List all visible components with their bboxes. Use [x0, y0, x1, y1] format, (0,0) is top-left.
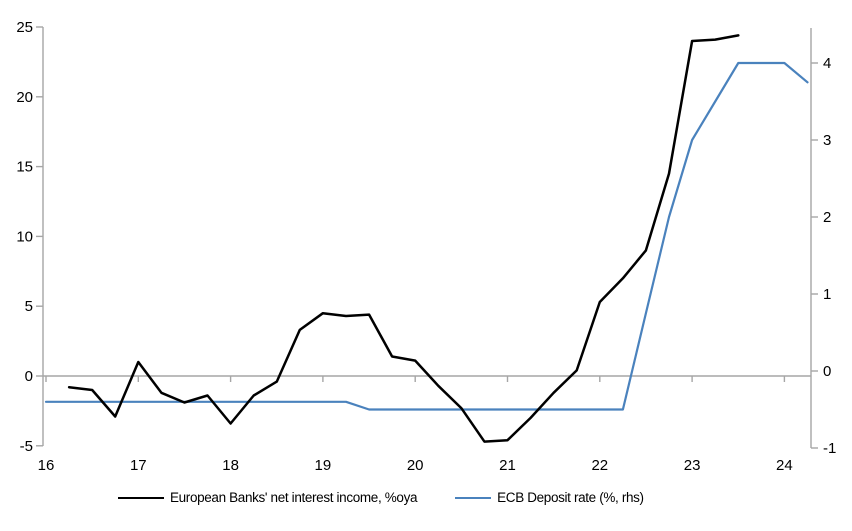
left-axis-tick-label: 0 [25, 368, 33, 385]
series-line-ecb-deposit-rate [44, 61, 809, 411]
left-axis-tick-label: -5 [20, 438, 33, 455]
legend-item-ecb: ECB Deposit rate (%, rhs) [455, 490, 644, 505]
right-axis-tick-label: 0 [823, 363, 831, 380]
x-axis-tick-label: 20 [407, 457, 424, 474]
left-axis-tick-label: 10 [16, 228, 33, 245]
legend-label-ecb: ECB Deposit rate (%, rhs) [497, 490, 644, 505]
right-axis-tick-label: 1 [823, 286, 831, 303]
right-axis-tick-label: 3 [823, 132, 831, 149]
right-axis-tick-label: 4 [823, 55, 831, 72]
left-axis-tick-label: 15 [16, 159, 33, 176]
x-axis-tick-label: 23 [684, 457, 701, 474]
legend-item-nii: European Banks' net interest income, %oy… [118, 490, 417, 505]
left-axis-tick-label: 25 [16, 19, 33, 36]
left-axis-tick-label: 5 [25, 298, 33, 315]
x-axis-tick-label: 21 [499, 457, 516, 474]
x-axis-tick-label: 22 [591, 457, 608, 474]
x-axis-tick-label: 17 [130, 457, 147, 474]
right-axis-tick-label: -1 [823, 440, 836, 457]
legend-label-nii: European Banks' net interest income, %oy… [170, 490, 418, 505]
chart-legend: European Banks' net interest income, %oy… [118, 490, 644, 505]
x-axis-tick-label: 18 [222, 457, 239, 474]
legend-line-black-icon [118, 496, 164, 499]
legend-line-blue-icon [455, 496, 492, 499]
x-axis-tick-label: 24 [776, 457, 793, 474]
right-axis-tick-label: 2 [823, 209, 831, 226]
x-axis-tick-label: 16 [38, 457, 55, 474]
x-axis-tick-label: 19 [315, 457, 332, 474]
series-line-net-interest-income [67, 34, 740, 443]
left-axis-tick-label: 20 [16, 89, 33, 106]
